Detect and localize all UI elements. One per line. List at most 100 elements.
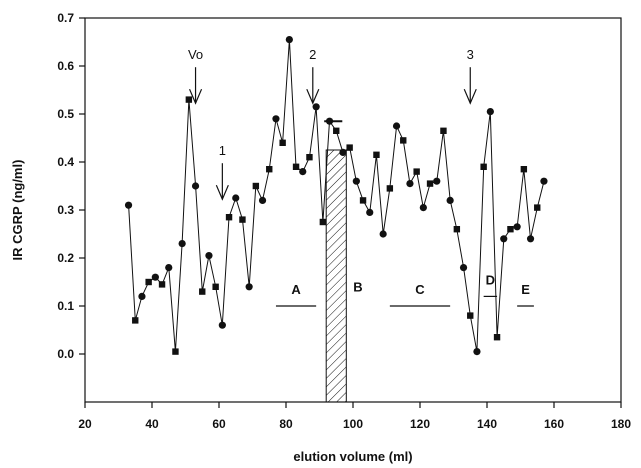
data-point xyxy=(446,196,454,204)
data-point xyxy=(205,252,213,260)
y-tick-label: 0.0 xyxy=(57,347,74,361)
data-point xyxy=(459,264,468,272)
annotation-group: Vo 1 2 3 xyxy=(188,47,477,201)
region-label: A xyxy=(291,282,301,297)
data-point xyxy=(413,168,420,175)
data-point xyxy=(333,127,340,134)
region-label: C xyxy=(415,282,425,297)
data-point xyxy=(191,182,200,190)
annotation-label: 3 xyxy=(467,47,474,62)
data-point xyxy=(540,177,548,185)
x-tick-label: 180 xyxy=(611,417,631,431)
data-point xyxy=(433,177,441,185)
data-point xyxy=(151,273,159,281)
data-point xyxy=(212,283,219,290)
x-tick-label: 140 xyxy=(477,417,497,431)
data-point xyxy=(272,115,280,123)
data-point xyxy=(225,214,233,221)
data-point xyxy=(406,180,414,188)
y-axis: 0.0 0.1 0.2 0.3 0.4 0.5 0.6 0.7 xyxy=(57,11,85,361)
y-tick-label: 0.5 xyxy=(57,107,74,121)
data-point xyxy=(419,204,427,212)
data-point xyxy=(325,117,334,125)
data-point xyxy=(218,321,226,329)
annotation-label: 2 xyxy=(309,47,316,62)
annotation-arrowhead xyxy=(306,88,320,105)
region-group: A B C D E xyxy=(275,120,534,403)
annotation-label: Vo xyxy=(188,47,203,62)
data-point xyxy=(239,216,246,223)
x-tick-label: 40 xyxy=(145,417,159,431)
x-tick-label: 120 xyxy=(410,417,430,431)
data-point xyxy=(252,182,260,190)
x-axis-title: elution volume (ml) xyxy=(293,449,412,464)
data-point xyxy=(319,218,327,226)
data-point xyxy=(245,283,253,291)
data-point xyxy=(132,317,139,324)
x-tick-label: 60 xyxy=(212,417,226,431)
data-point xyxy=(440,127,447,134)
data-point xyxy=(279,139,286,146)
data-point xyxy=(285,36,293,44)
y-tick-label: 0.3 xyxy=(57,203,74,217)
data-point xyxy=(346,144,353,151)
y-tick-label: 0.1 xyxy=(57,299,74,313)
data-series xyxy=(124,36,548,356)
data-point xyxy=(232,194,240,202)
data-point xyxy=(172,348,179,355)
data-point xyxy=(386,185,394,192)
data-point xyxy=(306,154,313,161)
annotation-arrowhead xyxy=(215,184,229,201)
data-point xyxy=(292,163,300,170)
data-point xyxy=(426,180,434,187)
x-tick-label: 160 xyxy=(544,417,564,431)
data-point xyxy=(138,292,146,300)
y-tick-label: 0.4 xyxy=(57,155,74,169)
data-point xyxy=(124,201,133,209)
data-point xyxy=(359,197,367,204)
data-point xyxy=(467,312,474,319)
x-tick-label: 100 xyxy=(343,417,363,431)
data-point xyxy=(299,168,307,176)
data-point xyxy=(165,264,173,272)
data-point xyxy=(199,288,206,295)
data-point xyxy=(145,278,152,286)
data-point xyxy=(507,226,514,233)
annotation-arrowhead xyxy=(188,88,203,105)
data-point xyxy=(453,226,461,233)
region-b-bar xyxy=(325,149,347,403)
x-axis: 20 40 60 80 100 120 140 160 180 xyxy=(78,402,631,431)
data-point xyxy=(473,348,481,356)
data-point xyxy=(526,235,535,243)
data-point xyxy=(352,177,360,185)
y-tick-label: 0.6 xyxy=(57,59,74,73)
data-point xyxy=(520,166,528,173)
data-point xyxy=(500,235,508,243)
data-point xyxy=(480,163,487,170)
x-tick-label: 20 xyxy=(78,417,92,431)
data-point xyxy=(392,122,401,130)
data-point xyxy=(379,230,387,238)
data-point xyxy=(158,281,166,288)
region-label: B xyxy=(353,280,362,295)
data-point xyxy=(534,204,541,211)
x-tick-label: 80 xyxy=(279,417,293,431)
plot-frame xyxy=(84,17,622,403)
data-point xyxy=(266,166,273,173)
data-point xyxy=(185,96,193,103)
data-point xyxy=(400,137,407,144)
data-point xyxy=(373,151,380,158)
data-point xyxy=(258,196,267,204)
data-point xyxy=(178,240,186,248)
y-axis-title: IR CGRP (ng/ml) xyxy=(10,160,25,261)
y-tick-label: 0.2 xyxy=(57,251,74,265)
region-label: E xyxy=(521,282,530,297)
data-point xyxy=(312,103,320,111)
annotation-label: 1 xyxy=(219,143,226,158)
data-point xyxy=(366,208,374,216)
data-point xyxy=(493,334,501,341)
data-point xyxy=(486,108,494,116)
y-tick-label: 0.7 xyxy=(57,11,74,25)
region-label: D xyxy=(486,272,495,287)
